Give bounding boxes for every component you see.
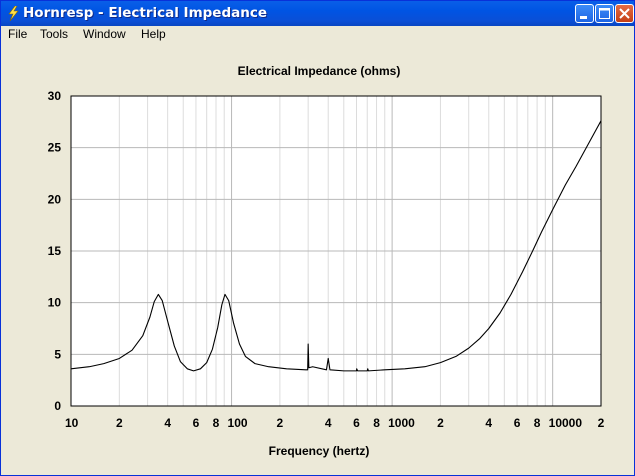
- x-tick-label: 2: [277, 416, 284, 430]
- y-axis-labels: 0 5 10 15 20 25 30: [48, 89, 62, 413]
- x-tick-label: 10000: [549, 416, 583, 430]
- x-tick-label: 2: [598, 416, 605, 430]
- minimize-icon: [580, 16, 587, 19]
- x-tick-label: 4: [325, 416, 332, 430]
- x-tick-label: 2: [116, 416, 123, 430]
- plot-frame: [70, 95, 602, 407]
- maximize-button[interactable]: [595, 4, 614, 23]
- y-tick-label: 20: [48, 192, 62, 206]
- x-tick-label: 8: [213, 416, 220, 430]
- x-axis-title: Frequency (hertz): [269, 444, 370, 458]
- maximize-icon: [599, 8, 610, 19]
- menu-bar: File Tools Window Help: [1, 26, 634, 45]
- impedance-chart: Electrical Impedance (ohms) 0 5 10 15 20 25 30…: [48, 64, 605, 458]
- x-tick-label: 8: [373, 416, 380, 430]
- x-tick-label: 8: [534, 416, 541, 430]
- x-tick-label: 6: [193, 416, 200, 430]
- y-tick-label: 10: [48, 296, 62, 310]
- series-group: [70, 120, 602, 372]
- x-tick-label: 2: [437, 416, 444, 430]
- y-tick-label: 0: [54, 399, 61, 413]
- menu-window[interactable]: Window: [83, 27, 126, 41]
- menu-file[interactable]: File: [8, 27, 28, 41]
- y-tick-label: 5: [54, 347, 61, 361]
- x-tick-label: 10: [65, 416, 79, 430]
- x-tick-label: 4: [164, 416, 171, 430]
- lightning-bolt-icon: [8, 6, 19, 21]
- y-tick-label: 25: [48, 141, 62, 155]
- minimize-button[interactable]: [575, 4, 594, 23]
- impedance-curve: [70, 120, 602, 372]
- x-tick-label: 1000: [388, 416, 415, 430]
- chart-title: Electrical Impedance (ohms): [238, 64, 401, 78]
- y-tick-label: 15: [48, 244, 62, 258]
- menu-help[interactable]: Help: [141, 27, 166, 41]
- x-axis-labels: 10 2 4 6 8 100 2 4 6 8 1000 2 4 6 8 10000 2: [65, 416, 605, 430]
- title-bar[interactable]: Hornresp - Electrical Impedance: [1, 1, 634, 26]
- close-button[interactable]: [615, 4, 634, 23]
- window-title: Hornresp - Electrical Impedance: [23, 5, 267, 21]
- menu-tools[interactable]: Tools: [40, 27, 69, 41]
- x-tick-label: 4: [485, 416, 492, 430]
- x-tick-label: 6: [353, 416, 360, 430]
- y-tick-label: 30: [48, 89, 62, 103]
- close-icon: [619, 8, 630, 19]
- x-tick-label: 100: [228, 416, 248, 430]
- x-tick-label: 6: [514, 416, 521, 430]
- grid-lines: [71, 96, 601, 406]
